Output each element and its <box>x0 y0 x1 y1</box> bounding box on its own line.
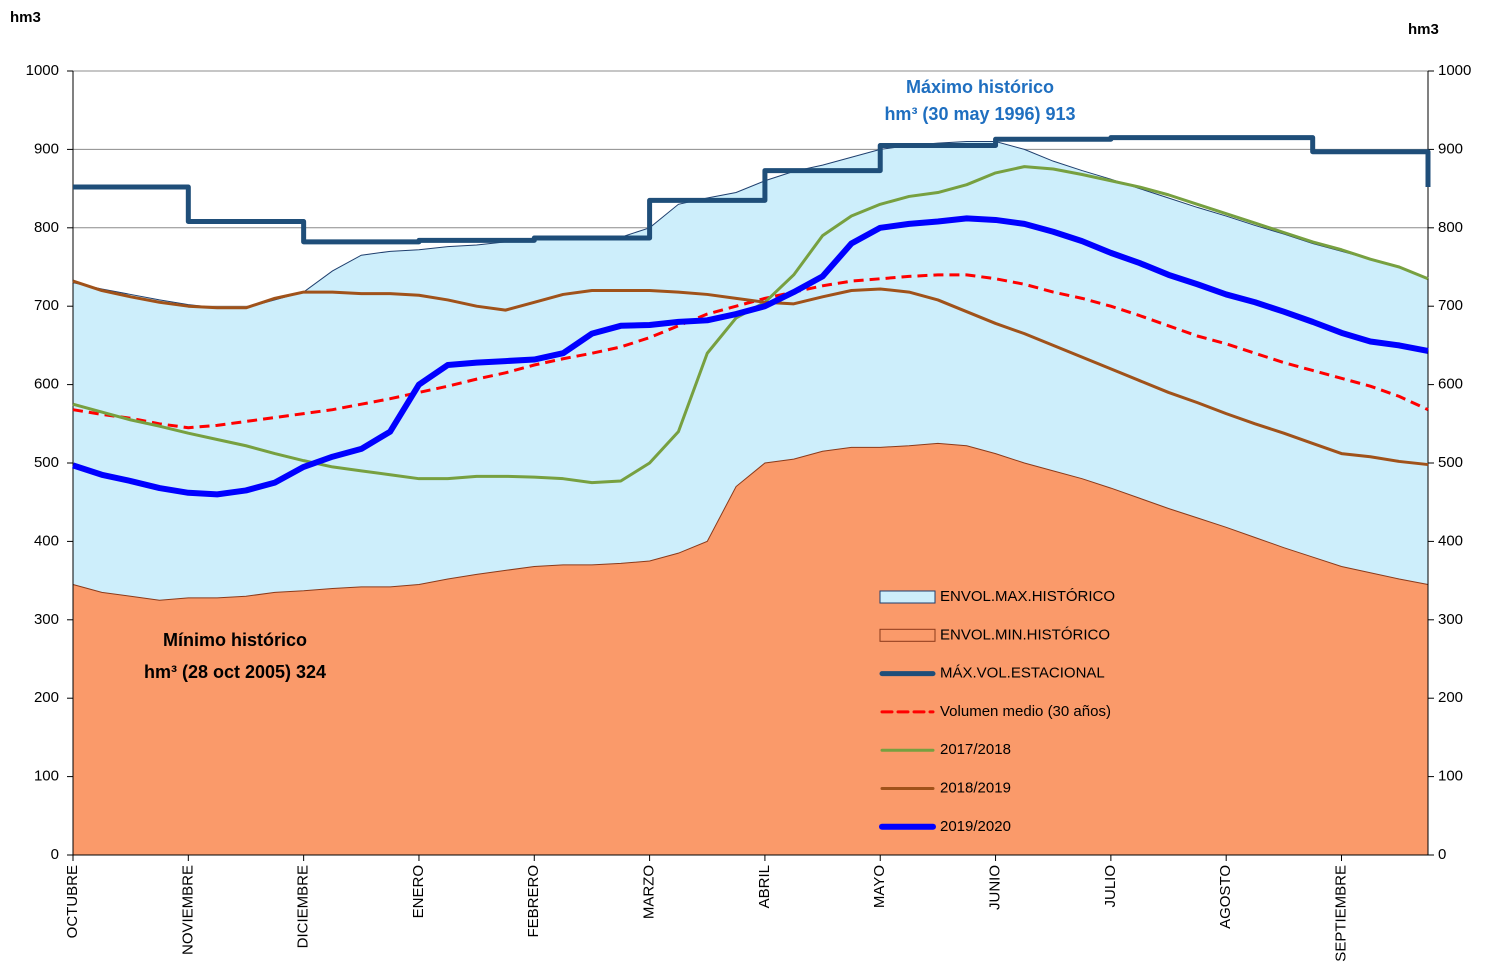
y-tick-label: 500 <box>34 454 59 471</box>
x-tick-label: ENERO <box>410 865 427 918</box>
series-line <box>72 273 1429 430</box>
y-tick-label: 900 <box>34 140 59 157</box>
y2-tick-label: 600 <box>1438 376 1463 393</box>
legend-label: 2018/2019 <box>940 779 1011 796</box>
y2-tick-label: 0 <box>1438 846 1446 863</box>
x-tick-label: JUNIO <box>987 865 1004 910</box>
legend-swatch <box>879 628 936 642</box>
x-tick-label: JULIO <box>1102 865 1119 908</box>
legend-label: MÁX.VOL.ESTACIONAL <box>940 665 1105 682</box>
y-tick-label: 400 <box>34 532 59 549</box>
y-axis-label: hm3 <box>10 9 41 26</box>
series-line <box>73 135 1431 245</box>
x-tick-label: DICIEMBRE <box>295 865 312 948</box>
y-tick-label: 200 <box>34 689 59 706</box>
y2-tick-label: 900 <box>1438 140 1463 157</box>
y-tick-label: 1000 <box>26 62 59 79</box>
y2-tick-label: 700 <box>1438 297 1463 314</box>
y2-tick-label: 800 <box>1438 219 1463 236</box>
series-line <box>72 279 1429 467</box>
y2-tick-label: 200 <box>1438 689 1463 706</box>
y2-tick-label: 1000 <box>1438 62 1471 79</box>
x-tick-label: FEBRERO <box>525 865 542 938</box>
x-tick-label: MAYO <box>871 865 888 908</box>
y-tick-label: 100 <box>34 768 59 785</box>
series-line <box>72 215 1429 498</box>
x-tick-label: SEPTIEMBRE <box>1332 865 1349 962</box>
x-tick-label: AGOSTO <box>1217 865 1234 929</box>
x-tick-label: MARZO <box>641 865 658 919</box>
legend-label: 2017/2018 <box>940 741 1011 758</box>
annotation: hm³ (28 oct 2005) 324 <box>144 662 326 682</box>
legend-swatch <box>879 590 936 604</box>
y2-tick-label: 100 <box>1438 768 1463 785</box>
annotation: hm³ (30 may 1996) 913 <box>884 104 1075 124</box>
legend-label: ENVOL.MIN.HISTÓRICO <box>940 626 1110 643</box>
area-edge <box>72 442 1429 601</box>
legend-label: Volumen medio (30 años) <box>940 703 1111 720</box>
x-tick-label: OCTUBRE <box>64 865 81 938</box>
y2-tick-label: 400 <box>1438 532 1463 549</box>
y-tick-label: 600 <box>34 376 59 393</box>
legend-label: ENVOL.MAX.HISTÓRICO <box>940 588 1115 605</box>
y2-axis-label: hm3 <box>1408 21 1439 38</box>
y-tick-label: 700 <box>34 297 59 314</box>
y-tick-label: 800 <box>34 219 59 236</box>
y-tick-label: 0 <box>51 846 59 863</box>
y2-tick-label: 300 <box>1438 611 1463 628</box>
x-tick-label: ABRIL <box>756 865 773 908</box>
y-tick-label: 300 <box>34 611 59 628</box>
x-tick-label: NOVIEMBRE <box>179 865 196 955</box>
annotation: Mínimo histórico <box>163 630 307 650</box>
y2-tick-label: 500 <box>1438 454 1463 471</box>
area <box>73 443 1428 855</box>
legend-label: 2019/2020 <box>940 818 1011 835</box>
annotation: Máximo histórico <box>906 77 1054 97</box>
